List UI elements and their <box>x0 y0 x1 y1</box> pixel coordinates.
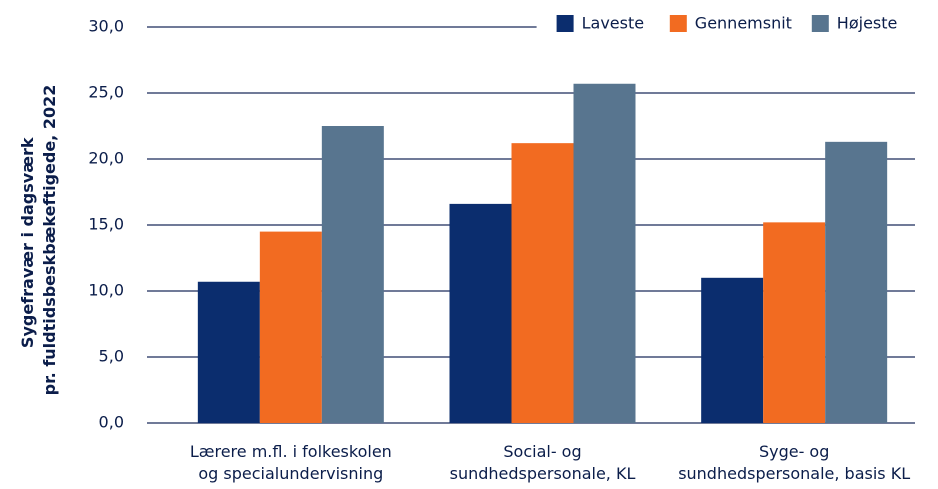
legend-swatch <box>556 15 574 32</box>
y-axis-label-line: Sygefravær i dagsværk <box>18 137 37 348</box>
bar <box>825 141 888 423</box>
x-tick-label-line: og specialundervisning <box>198 464 383 483</box>
bar <box>259 231 322 423</box>
y-tick-label: 10,0 <box>88 281 124 300</box>
y-tick-label: 20,0 <box>88 149 124 168</box>
x-tick-label: Social- og sundhedspersonale, KL <box>450 442 636 483</box>
y-tick-label: 25,0 <box>88 83 124 102</box>
x-tick-label: Syge- og sundhedspersonale, basis KL <box>678 442 910 483</box>
legend-label: Højeste <box>837 14 898 33</box>
bar <box>449 203 512 423</box>
bar <box>763 222 826 423</box>
x-tick-label: Lærere m.fl. i folkeskolen og specialunde… <box>190 442 392 483</box>
y-axis-label: Sygefravær i dagsværk pr. fuldtidsbeskbæ… <box>18 85 59 396</box>
x-tick-label-line: sundhedspersonale, KL <box>450 464 636 483</box>
legend-swatch <box>811 15 829 32</box>
legend-label: Laveste <box>582 14 644 33</box>
bar <box>701 277 764 423</box>
legend-swatch <box>669 15 687 32</box>
y-tick-label: 5,0 <box>99 347 124 366</box>
bar <box>573 83 636 423</box>
x-tick-label-line: Syge- og <box>759 442 829 461</box>
bar <box>321 126 384 423</box>
y-tick-label: 15,0 <box>88 215 124 234</box>
x-tick-label-line: Social- og <box>503 442 581 461</box>
legend-background <box>536 8 915 46</box>
y-axis-label-line: pr. fuldtidsbeskbækeftigede, 2022 <box>40 85 59 396</box>
bar <box>197 281 260 423</box>
legend-label: Gennemsnit <box>695 14 792 33</box>
x-tick-label-line: Lærere m.fl. i folkeskolen <box>190 442 392 461</box>
y-tick-label: 0,0 <box>99 413 124 432</box>
bar <box>511 143 574 423</box>
x-tick-label-line: sundhedspersonale, basis KL <box>678 464 910 483</box>
y-tick-label: 30,0 <box>88 17 124 36</box>
